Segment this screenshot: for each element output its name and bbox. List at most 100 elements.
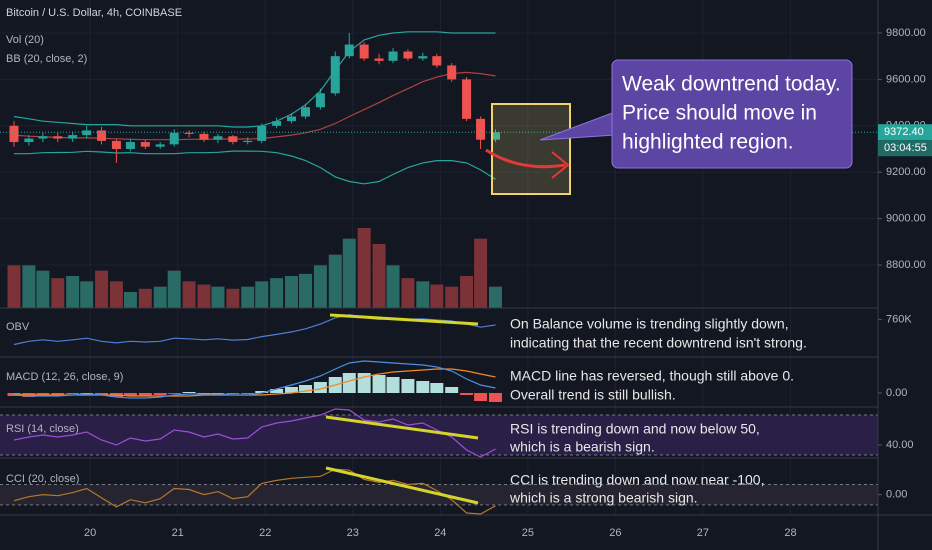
histogram-bar — [270, 389, 284, 393]
volume-bar — [284, 276, 298, 308]
volume-bar — [7, 265, 21, 308]
x-tick-label: 21 — [172, 527, 184, 539]
candle-body — [125, 142, 135, 150]
volume-bar — [474, 238, 488, 308]
pane-title: OBV — [6, 321, 30, 333]
trend-line — [329, 313, 479, 326]
histogram-bar — [80, 393, 94, 394]
x-tick-label: 27 — [697, 527, 709, 539]
histogram-bar — [241, 393, 255, 394]
candle-body — [97, 130, 107, 141]
callout-text: highlighted region. — [622, 131, 794, 154]
indicator-line — [13, 360, 496, 399]
histogram-bar — [95, 393, 109, 395]
bb-middle — [13, 71, 496, 141]
volume-bar — [197, 284, 211, 308]
bb-lower — [14, 150, 496, 185]
histogram-bar — [445, 387, 459, 393]
candle-body — [82, 130, 92, 136]
histogram-bar — [299, 385, 313, 393]
x-tick-label: 25 — [522, 527, 534, 539]
volume-bar — [109, 281, 123, 308]
candle-body — [184, 132, 194, 134]
volume-bar — [372, 244, 386, 308]
candle-body — [403, 51, 413, 59]
histogram-bar — [401, 379, 415, 393]
volume-bar — [22, 265, 36, 308]
histogram-bar — [123, 393, 137, 396]
volume-bar — [167, 270, 181, 308]
callout — [611, 59, 853, 169]
volume-bar — [138, 288, 152, 308]
candle-body — [272, 121, 282, 126]
volume-bar — [80, 281, 94, 308]
volume-bar — [401, 278, 415, 308]
pane-title: CCI (20, close) — [6, 473, 79, 485]
histogram-bar — [211, 393, 225, 394]
volume-bar — [445, 286, 459, 308]
candle-body — [257, 125, 267, 141]
countdown-box — [878, 140, 932, 157]
candle-body — [228, 136, 238, 143]
candle-body — [68, 135, 78, 139]
x-tick-label: 28 — [784, 527, 796, 539]
histogram-bar — [255, 391, 269, 393]
candle-body — [315, 93, 325, 108]
volume-bar — [357, 228, 371, 308]
candle-body — [140, 142, 150, 147]
histogram-bar — [51, 393, 65, 395]
candle-body — [243, 140, 253, 143]
histogram-bar — [182, 392, 196, 393]
note: Overall trend is still bullish. — [510, 387, 676, 403]
layer — [0, 31, 878, 515]
candle-body — [213, 136, 223, 140]
arrow-head — [551, 151, 570, 179]
band-fill — [0, 415, 878, 455]
histogram-bar — [313, 382, 327, 393]
volume-bar — [51, 278, 65, 308]
x-tick-label: 26 — [609, 527, 621, 539]
candle-body — [155, 144, 165, 147]
y-tick-label: 8800.00 — [886, 259, 926, 271]
bb-upper — [13, 31, 496, 128]
note: MACD line has reversed, though still abo… — [510, 368, 794, 384]
candle-body — [374, 58, 384, 61]
candle-body — [476, 118, 486, 140]
note: RSI is trending down and now below 50, — [510, 421, 760, 437]
note: On Balance volume is trending slightly d… — [510, 316, 789, 332]
candle-body — [9, 125, 19, 143]
candle-body — [418, 56, 428, 59]
pane-title: MACD (12, 26, close, 9) — [6, 371, 123, 383]
histogram-bar — [416, 381, 430, 393]
candle-body — [462, 79, 472, 119]
candle-body — [447, 65, 457, 80]
y-tick-label: 9000.00 — [886, 213, 926, 225]
volume-bar — [328, 254, 342, 308]
x-tick-label: 24 — [434, 527, 446, 539]
volume-bar — [299, 273, 313, 308]
y-tick-label: 40.00 — [886, 439, 914, 451]
volume-bar — [342, 238, 356, 308]
volume-bar — [211, 286, 225, 308]
trend-line — [325, 466, 479, 505]
candle-body — [53, 136, 63, 139]
histogram-bar — [153, 393, 167, 395]
x-tick-label: 20 — [84, 527, 96, 539]
y-tick-label: 9800.00 — [886, 27, 926, 39]
candle-body — [38, 136, 48, 139]
candle-body — [330, 56, 340, 94]
arrow — [485, 148, 566, 169]
y-tick-label: 9600.00 — [886, 73, 926, 85]
pane-title: RSI (14, close) — [6, 423, 79, 435]
x-tick-label: 23 — [347, 527, 359, 539]
volume-bar — [430, 284, 444, 308]
volume-bar — [386, 265, 400, 308]
volume-bar — [66, 276, 80, 308]
legend-entry: Vol (20) — [6, 34, 44, 46]
histogram-bar — [372, 375, 386, 393]
histogram-bar — [460, 393, 474, 395]
volume-bar — [182, 281, 196, 308]
histogram-bar — [488, 393, 502, 402]
note: CCI is trending down and now near -100, — [510, 472, 764, 488]
